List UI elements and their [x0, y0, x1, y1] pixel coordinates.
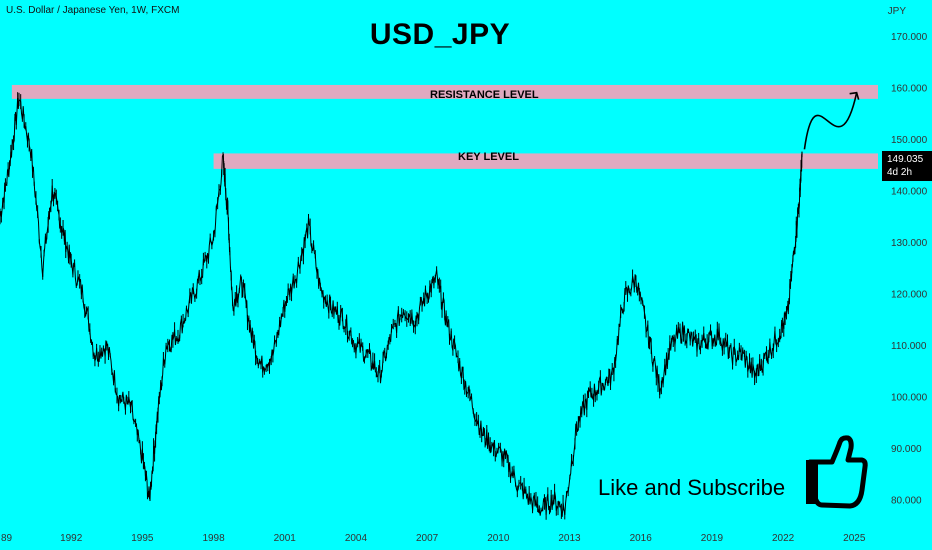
x-tick-label: 2010: [487, 533, 510, 544]
resistance-level-label: RESISTANCE LEVEL: [430, 89, 539, 101]
y-tick-label: 160.000: [891, 84, 928, 95]
y-tick-label: 100.000: [891, 392, 928, 403]
like-subscribe-text: Like and Subscribe: [598, 475, 786, 500]
y-tick-label: 140.000: [891, 186, 928, 197]
x-tick-label: 2025: [843, 533, 866, 544]
resistance-zone: [11, 84, 878, 99]
key-level-zone: [213, 153, 878, 169]
x-tick-label: 2004: [345, 533, 368, 544]
x-tick-label: 2007: [416, 533, 439, 544]
x-tick-label: 89: [1, 533, 13, 544]
x-tick-label: 2019: [701, 533, 724, 544]
forecast-path: [803, 92, 858, 150]
symbol-description: U.S. Dollar / Japanese Yen, 1W, FXCM: [6, 5, 180, 16]
x-tick-label: 2016: [630, 533, 653, 544]
chart-title: USD_JPY: [369, 18, 511, 51]
curved-arrow-icon: [849, 91, 860, 100]
y-tick-label: 150.000: [891, 135, 928, 146]
y-tick-label: 110.000: [891, 341, 927, 352]
x-tick-label: 2022: [772, 533, 795, 544]
key-level-label: KEY LEVEL: [458, 151, 519, 163]
y-tick-label: 90.000: [891, 444, 922, 455]
y-tick-label: 130.000: [891, 238, 928, 249]
y-tick-label: 80.000: [891, 495, 922, 506]
bar-countdown: 4d 2h: [887, 167, 913, 178]
x-tick-label: 1995: [131, 533, 154, 544]
x-tick-label: 2001: [274, 533, 297, 544]
last-price-value: 149.035: [887, 154, 924, 165]
y-tick-label: 120.000: [891, 289, 928, 300]
currency-label: JPY: [887, 6, 906, 17]
x-tick-label: 1998: [202, 533, 225, 544]
x-tick-label: 2013: [558, 533, 581, 544]
last-price-tag: 149.035 4d 2h: [882, 151, 932, 181]
y-tick-label: 170.000: [891, 32, 928, 43]
x-tick-label: 1992: [60, 533, 83, 544]
thumbs-up-icon: [806, 435, 868, 509]
